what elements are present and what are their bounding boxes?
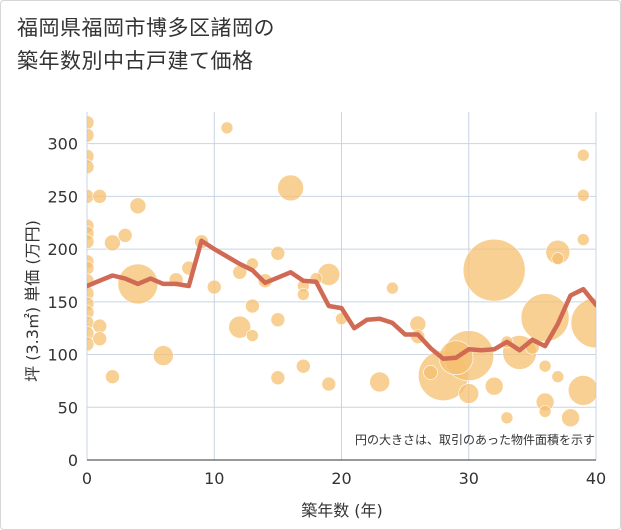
y-tick-label: 100	[47, 346, 78, 365]
chart-title-line-2: 築年数別中古戸建て価格	[17, 49, 254, 73]
bubble-point	[462, 238, 526, 302]
bubble-point	[538, 405, 552, 418]
bubble-point	[87, 260, 95, 276]
bubble-point	[117, 228, 133, 243]
bubble-point	[129, 197, 147, 215]
bubble-point	[458, 383, 480, 404]
bubble-point	[87, 127, 95, 143]
bubble-point	[246, 329, 259, 342]
bubble-layer	[87, 115, 596, 428]
y-tick-label: 0	[68, 451, 78, 470]
bubble-point	[576, 148, 590, 162]
bubble-point	[576, 233, 590, 246]
bubble-point	[92, 331, 108, 347]
bubble-point	[570, 297, 596, 349]
bubble-point	[386, 281, 399, 295]
bubble-point	[153, 345, 174, 366]
chart-title: 福岡県福岡市博多区諸岡の 築年数別中古戸建て価格	[17, 12, 275, 78]
bubble-point	[92, 189, 108, 204]
y-tick-label: 200	[47, 240, 78, 259]
bubble-point	[500, 411, 514, 425]
size-legend-note: 円の大きさは、取引のあった物件面積を示す	[355, 432, 595, 447]
bubble-point	[104, 234, 121, 252]
x-tick-label: 40	[586, 469, 606, 488]
bubble-point	[369, 371, 390, 393]
chart-title-line-1: 福岡県福岡市博多区諸岡の	[17, 16, 275, 40]
bubble-point	[551, 370, 565, 383]
x-tick-label: 20	[331, 469, 351, 488]
bubble-point	[105, 369, 120, 384]
x-tick-label: 10	[204, 469, 224, 488]
bubble-point	[270, 246, 286, 261]
bubble-point	[206, 279, 222, 295]
bubble-point	[538, 359, 552, 373]
y-tick-label: 150	[47, 293, 78, 312]
x-axis-label: 築年数 (年)	[301, 501, 383, 520]
x-tick-label: 30	[459, 469, 479, 488]
bubble-point	[567, 375, 596, 406]
bubble-point	[423, 365, 438, 380]
bubble-point	[551, 252, 565, 265]
bubble-point	[297, 288, 310, 301]
bubble-point	[270, 370, 286, 386]
bubble-point	[228, 315, 251, 339]
bubble-point	[321, 376, 337, 392]
bubble-point	[484, 376, 504, 396]
bubble-point	[296, 358, 311, 374]
bubble-point	[220, 121, 234, 135]
bubble-point	[245, 298, 260, 314]
y-tick-label: 300	[47, 135, 78, 154]
bubble-point	[92, 318, 108, 334]
average-price-line	[87, 238, 596, 362]
bubble-point	[277, 174, 304, 202]
bubble-point	[576, 189, 590, 202]
average-line-layer	[87, 238, 596, 362]
y-tick-label: 50	[58, 398, 78, 417]
y-tick-label: 250	[47, 187, 78, 206]
bubble-point	[87, 189, 95, 204]
bubble-point	[87, 115, 95, 130]
tick-labels: 0 10 20 30 40 0 50 100 150 200 250 300	[47, 135, 606, 488]
bubble-point	[87, 336, 95, 352]
bubble-point	[87, 234, 95, 250]
bubble-point	[561, 408, 580, 428]
bubble-point	[270, 312, 286, 328]
x-tick-label: 0	[82, 469, 92, 488]
bubble-point	[87, 159, 95, 175]
y-axis-label: 坪 (3.3㎡) 単価 (万円)	[23, 220, 42, 382]
